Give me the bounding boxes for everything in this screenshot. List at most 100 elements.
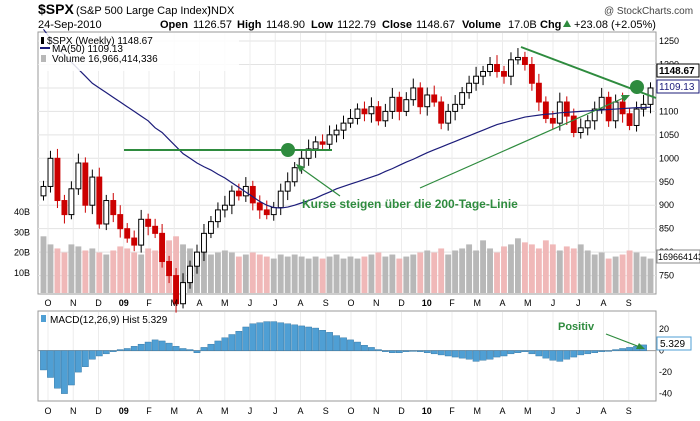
candle-body xyxy=(389,96,396,112)
x-tick-label-bottom: M xyxy=(524,406,532,416)
macd-bar xyxy=(626,347,633,351)
macd-bar xyxy=(61,350,68,394)
volume-bar xyxy=(466,244,473,293)
volume-bar xyxy=(221,250,228,293)
volume-value: 17.0B xyxy=(508,19,537,31)
x-tick-label: N xyxy=(373,298,380,308)
volume-bar xyxy=(417,252,424,293)
annotation-macd: Positiv xyxy=(558,321,595,333)
x-tick-label-bottom: F xyxy=(146,406,152,416)
x-tick-label: O xyxy=(44,298,51,308)
volume-bar xyxy=(570,248,577,293)
candle-body xyxy=(452,103,459,112)
volume-bar xyxy=(270,258,277,293)
x-tick-label-bottom: A xyxy=(499,406,505,416)
volume-bar xyxy=(89,248,96,293)
symbol-title: $SPX xyxy=(38,1,74,17)
volume-bar xyxy=(556,250,563,293)
high-value: 1148.90 xyxy=(266,19,305,31)
candle-body xyxy=(480,71,486,77)
macd-bar xyxy=(165,342,173,351)
macd-bar xyxy=(123,348,131,351)
x-tick-label-bottom: M xyxy=(474,406,482,416)
candle-body xyxy=(326,134,333,145)
candle-body xyxy=(410,87,417,101)
chg-value: +23.08 (+2.05%) xyxy=(574,19,656,31)
volume-bar xyxy=(431,252,438,293)
candle-body xyxy=(535,82,542,103)
price-panel-frame xyxy=(37,31,657,295)
volume-bar xyxy=(410,254,417,293)
x-tick-label-bottom: F xyxy=(449,406,455,416)
candle-body xyxy=(347,117,354,124)
x-tick-label-bottom: J xyxy=(248,406,253,416)
candle-body xyxy=(487,63,493,73)
candle-body xyxy=(403,99,410,112)
x-tick-label: S xyxy=(323,298,329,308)
volume-bar xyxy=(633,252,640,293)
volume-bar xyxy=(368,254,375,293)
volume-bar xyxy=(326,256,333,293)
candle-body xyxy=(214,209,221,223)
candle-body xyxy=(438,101,445,124)
candle-body xyxy=(319,141,326,145)
x-tick-label-bottom: D xyxy=(398,406,405,416)
copyright-text[interactable]: @ StockCharts.com xyxy=(604,6,693,17)
macd-badge: 5.329 xyxy=(660,339,685,350)
candle-body xyxy=(124,228,131,239)
candle-body xyxy=(361,108,368,115)
macd-bar xyxy=(172,346,180,351)
candle-body xyxy=(54,157,61,202)
x-tick-label: M xyxy=(221,298,229,308)
macd-bar xyxy=(186,349,194,351)
x-tick-label: F xyxy=(449,298,455,308)
macd-bar xyxy=(235,331,243,351)
x-tick-label-bottom: N xyxy=(373,406,380,416)
macd-bar xyxy=(389,350,396,353)
low-label: Low xyxy=(311,19,333,31)
macd-bar xyxy=(179,348,187,351)
macd-bar xyxy=(298,325,305,351)
volume-bar xyxy=(263,256,270,293)
macd-bar xyxy=(228,334,236,351)
macd-bar xyxy=(130,346,138,351)
macd-bar xyxy=(207,343,215,351)
macd-panel-frame xyxy=(37,310,657,402)
macd-bar xyxy=(312,327,319,351)
candle-body xyxy=(256,202,263,211)
volume-bar xyxy=(173,236,179,293)
volume-bar xyxy=(284,256,291,293)
volume-bar xyxy=(201,250,207,293)
x-tick-label: N xyxy=(70,298,77,308)
volume-bar xyxy=(347,256,354,293)
candle-body xyxy=(291,167,298,183)
macd-bar xyxy=(249,323,257,351)
volume-bar xyxy=(277,254,284,293)
volume-bar xyxy=(640,256,647,293)
candle-body xyxy=(277,190,284,209)
candle-body xyxy=(382,110,389,122)
macd-bar xyxy=(193,350,201,353)
volume-bar xyxy=(249,252,256,293)
macd-legend: MACD(12,26,9) Hist 5.329 xyxy=(50,315,168,326)
x-tick-label: J xyxy=(551,298,556,308)
macd-bar xyxy=(535,350,543,357)
macd-bar xyxy=(612,349,619,351)
candle-body xyxy=(110,200,117,216)
macd-bar xyxy=(563,350,571,360)
x-tick-label-bottom: S xyxy=(626,406,632,416)
volume-bar xyxy=(82,250,89,293)
candle-body xyxy=(194,251,200,267)
volume-bar xyxy=(528,244,535,293)
volume-bar xyxy=(473,250,480,293)
x-tick-label-bottom: 09 xyxy=(119,406,129,416)
macd-bar xyxy=(542,350,550,359)
volume-bar xyxy=(214,252,221,293)
macd-bar xyxy=(570,350,578,358)
macd-bar xyxy=(514,350,522,353)
candle-body xyxy=(542,101,549,119)
volume-bar xyxy=(54,248,61,293)
candle-body xyxy=(633,108,640,126)
volume-bar xyxy=(256,254,263,293)
x-tick-label: J xyxy=(248,298,253,308)
